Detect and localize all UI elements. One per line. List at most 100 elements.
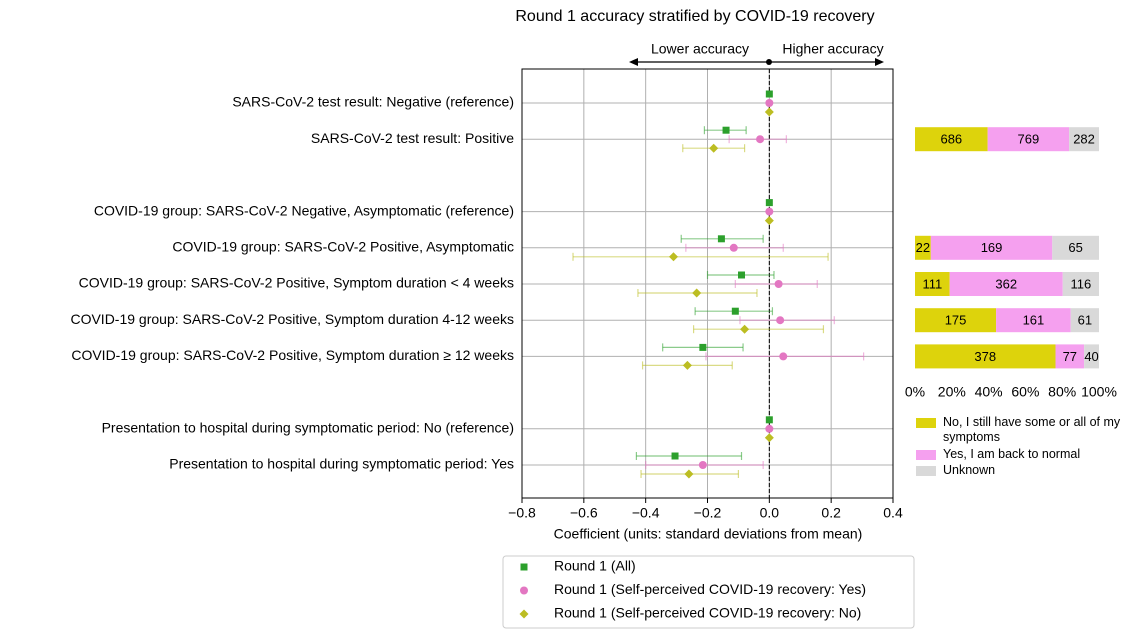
bar-value-label: 169 (981, 240, 1003, 255)
marker (764, 433, 774, 443)
x-tick-label: 80% (1048, 384, 1076, 400)
arrow-head (629, 58, 638, 66)
y-tick-label: COVID-19 group: SARS-CoV-2 Positive, Sym… (71, 347, 514, 363)
marker (717, 235, 725, 243)
legend-label: Round 1 (Self-perceived COVID-19 recover… (554, 605, 861, 621)
x-tick-label: 0.4 (883, 505, 903, 521)
marker (520, 563, 528, 571)
legend-box (502, 555, 915, 629)
x-tick-label: −0.2 (694, 505, 722, 521)
bar-segment (930, 235, 1053, 260)
y-tick-label: Presentation to hospital during symptoma… (102, 420, 514, 436)
bar-segment (1069, 127, 1099, 152)
bar-segment (915, 272, 950, 296)
x-tick-label: 0% (905, 384, 925, 400)
x-tick-label: 20% (938, 384, 966, 400)
marker (756, 135, 765, 144)
legend-swatch (916, 466, 936, 476)
bar-value-label: 61 (1078, 313, 1092, 328)
bar-segment (1084, 344, 1099, 369)
legend-label: Round 1 (Self-perceived COVID-19 recover… (554, 581, 866, 597)
error-bar (692, 325, 825, 334)
bar-value-label: 40 (1084, 349, 1098, 364)
x-tick-label: 40% (975, 384, 1003, 400)
y-tick-label: Presentation to hospital during symptoma… (169, 456, 514, 472)
chart-title: Round 1 accuracy stratified by COVID-19 … (515, 8, 874, 25)
y-tick-label: COVID-19 group: SARS-CoV-2 Positive, Sym… (70, 311, 514, 327)
x-tick-label: 60% (1011, 384, 1039, 400)
marker (684, 469, 694, 479)
marker (519, 609, 529, 619)
bar-value-label: 378 (974, 349, 996, 364)
marker (765, 99, 774, 107)
x-tick-label: −0.4 (632, 505, 660, 521)
bar-segment (915, 344, 1056, 369)
marker (738, 271, 746, 279)
bar-segment (1070, 308, 1099, 333)
annotation: Lower accuracy (651, 41, 749, 57)
marker (668, 252, 678, 262)
marker (699, 343, 707, 351)
annotation: Higher accuracy (782, 41, 883, 57)
error-bar (572, 252, 829, 261)
y-tick-label: COVID-19 group: SARS-CoV-2 Negative, Asy… (94, 202, 514, 218)
bar-value-label: 65 (1068, 240, 1082, 255)
legend-label: No, I still have some or all of my sympt… (943, 415, 1121, 444)
error-bar (739, 316, 835, 325)
marker (776, 316, 785, 325)
x-tick-label: 0.0 (760, 505, 780, 521)
bar-value-label: 362 (995, 276, 1017, 291)
y-tick-label: COVID-19 group: SARS-CoV-2 Positive, Sym… (79, 275, 514, 291)
bar-value-label: 161 (1023, 313, 1045, 328)
marker (722, 126, 730, 134)
bar-segment (987, 127, 1070, 152)
marker (765, 416, 773, 424)
marker (779, 352, 788, 361)
legend-label: Unknown (943, 463, 996, 477)
legend-item: No, I still have some or all of my sympt… (943, 415, 1121, 444)
bar-value-label: 111 (922, 276, 942, 291)
x-tick-label: −0.6 (570, 505, 598, 521)
marker (709, 143, 719, 153)
plot-frame (521, 68, 894, 499)
marker (764, 216, 774, 226)
legend-swatch (916, 450, 936, 460)
bar-value-label: 175 (945, 313, 967, 328)
marker (698, 461, 707, 469)
x-axis-label: Coefficient (units: standard deviations … (554, 526, 863, 542)
marker (682, 360, 692, 370)
bar-value-label: 686 (940, 132, 962, 147)
bar-value-label: 769 (1018, 132, 1040, 147)
marker (765, 424, 774, 433)
bar-segment (996, 308, 1071, 333)
x-tick-label: −0.8 (508, 505, 536, 521)
y-tick-label: COVID-19 group: SARS-CoV-2 Positive, Asy… (172, 239, 514, 255)
bar-value-label: 22 (916, 240, 930, 255)
marker (729, 243, 738, 252)
marker (764, 107, 774, 117)
bar-segment (1052, 235, 1099, 260)
marker (671, 452, 679, 460)
legend-item: Unknown (943, 463, 996, 477)
marker (765, 199, 773, 207)
bar-value-label: 116 (1071, 276, 1092, 291)
error-bar (635, 452, 743, 460)
bar-value-label: 282 (1073, 132, 1095, 147)
bar-segment (1055, 344, 1085, 369)
legend-swatch (916, 418, 936, 428)
bar-segment (949, 272, 1063, 296)
marker (692, 288, 702, 298)
marker (765, 90, 773, 98)
arrow-head (875, 58, 884, 66)
marker (765, 207, 774, 216)
x-tick-label: 0.2 (821, 505, 841, 521)
marker (731, 307, 739, 315)
marker (774, 280, 783, 288)
y-tick-label: SARS-CoV-2 test result: Positive (311, 130, 514, 146)
marker (740, 324, 750, 334)
bar-segment (915, 235, 931, 260)
x-tick-label: 100% (1081, 384, 1117, 400)
marker (520, 586, 528, 595)
